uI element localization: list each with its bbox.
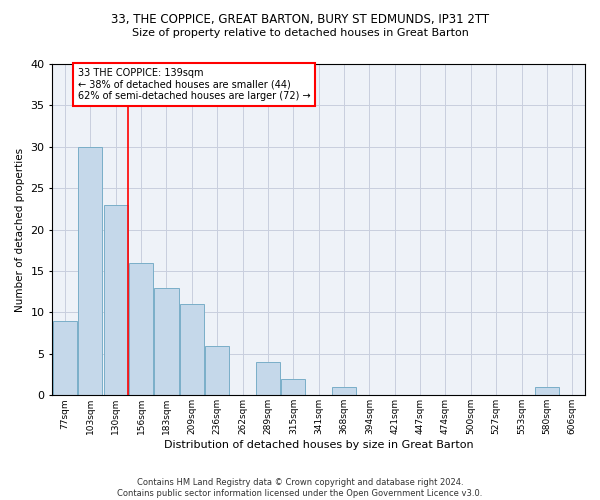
X-axis label: Distribution of detached houses by size in Great Barton: Distribution of detached houses by size … — [164, 440, 473, 450]
Text: Contains HM Land Registry data © Crown copyright and database right 2024.
Contai: Contains HM Land Registry data © Crown c… — [118, 478, 482, 498]
Bar — [256, 362, 280, 396]
Text: 33, THE COPPICE, GREAT BARTON, BURY ST EDMUNDS, IP31 2TT: 33, THE COPPICE, GREAT BARTON, BURY ST E… — [111, 12, 489, 26]
Bar — [104, 205, 128, 396]
Bar — [154, 288, 179, 396]
Bar — [281, 378, 305, 396]
Bar — [129, 263, 153, 396]
Bar — [180, 304, 204, 396]
Text: 33 THE COPPICE: 139sqm
← 38% of detached houses are smaller (44)
62% of semi-det: 33 THE COPPICE: 139sqm ← 38% of detached… — [77, 68, 310, 102]
Bar — [53, 321, 77, 396]
Bar — [205, 346, 229, 396]
Y-axis label: Number of detached properties: Number of detached properties — [15, 148, 25, 312]
Bar — [535, 387, 559, 396]
Bar — [79, 147, 103, 396]
Bar — [332, 387, 356, 396]
Text: Size of property relative to detached houses in Great Barton: Size of property relative to detached ho… — [131, 28, 469, 38]
